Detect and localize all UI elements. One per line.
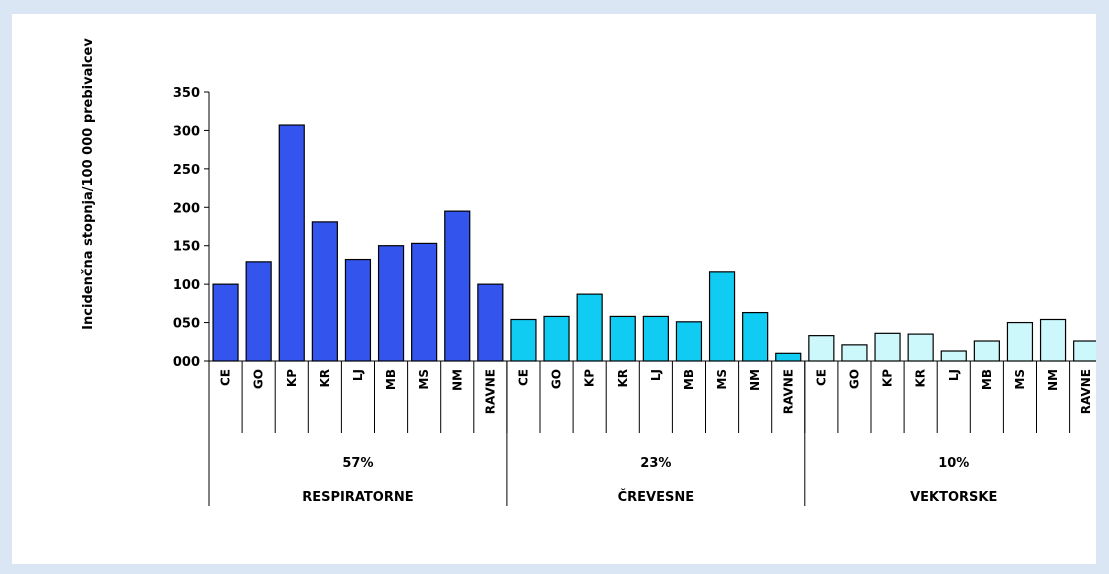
bar	[841, 344, 868, 362]
group-percent-label: 10%	[938, 456, 969, 471]
y-tick-label: 200	[173, 201, 200, 216]
category-label: KP	[881, 369, 895, 387]
category-label: KR	[616, 369, 630, 388]
category-label: CE	[516, 369, 530, 386]
y-tick-label: 150	[173, 240, 200, 255]
bar	[1073, 340, 1096, 362]
bar	[742, 311, 769, 362]
category-label: RAVNE	[483, 369, 497, 414]
category-label: GO	[847, 369, 861, 389]
bar	[808, 335, 835, 362]
group-name-label: VEKTORSKE	[910, 490, 997, 505]
category-label: MB	[980, 369, 994, 390]
group-name-label: RESPIRATORNE	[302, 490, 413, 505]
category-label: GO	[550, 369, 564, 389]
bar	[576, 293, 603, 362]
category-label: KR	[318, 369, 332, 388]
category-label: MS	[715, 369, 729, 390]
bar	[344, 258, 372, 362]
bar	[543, 315, 570, 362]
y-tick-label: 250	[173, 163, 200, 178]
category-label: MS	[417, 369, 431, 390]
bar	[311, 221, 338, 362]
category-label: CE	[219, 369, 233, 386]
bar	[477, 283, 504, 362]
bar	[1039, 318, 1067, 362]
bar	[444, 210, 471, 362]
bar	[907, 333, 934, 362]
bar	[278, 124, 305, 362]
bar-chart: Incidenčna stopnja/100 000 prebivalcev 0…	[81, 38, 1096, 506]
group-name-label: ČREVESNE	[618, 489, 695, 505]
bar	[1006, 321, 1034, 362]
bar	[212, 283, 239, 362]
y-tick-label: 100	[173, 278, 200, 293]
y-tick-label: 300	[173, 124, 200, 139]
bar	[775, 352, 802, 362]
bar	[940, 350, 967, 362]
category-label: GO	[252, 369, 266, 389]
category-label: LJ	[947, 369, 961, 381]
y-tick-label: 050	[173, 317, 200, 332]
bar	[510, 318, 537, 362]
category-label: CE	[814, 369, 828, 386]
group-percent-label: 23%	[640, 456, 671, 471]
bar	[874, 332, 901, 362]
category-label: RAVNE	[781, 369, 795, 414]
category-label: RAVNE	[1079, 369, 1093, 414]
y-tick-label: 000	[173, 355, 200, 370]
bar	[411, 242, 438, 362]
bar	[245, 261, 272, 362]
category-label: LJ	[351, 369, 365, 381]
category-label: KP	[583, 369, 597, 387]
chart-frame: Incidenčna stopnja/100 000 prebivalcev 0…	[12, 14, 1096, 564]
category-label: KR	[914, 369, 928, 388]
category-label: NM	[748, 369, 762, 391]
bar	[609, 315, 636, 362]
bar	[675, 321, 703, 362]
bar	[377, 245, 405, 362]
category-label: NM	[450, 369, 464, 391]
y-tick-label: 350	[173, 86, 200, 101]
category-label: MB	[384, 369, 398, 390]
y-axis-label: Incidenčna stopnja/100 000 prebivalcev	[81, 38, 96, 330]
category-label: MB	[682, 369, 696, 390]
bar	[973, 340, 1000, 362]
bar	[642, 315, 669, 362]
category-label: MS	[1013, 369, 1027, 390]
bar	[708, 271, 736, 362]
group-percent-label: 57%	[342, 456, 373, 471]
category-label: NM	[1046, 369, 1060, 391]
category-label: KP	[285, 369, 299, 387]
category-label: LJ	[649, 369, 663, 381]
